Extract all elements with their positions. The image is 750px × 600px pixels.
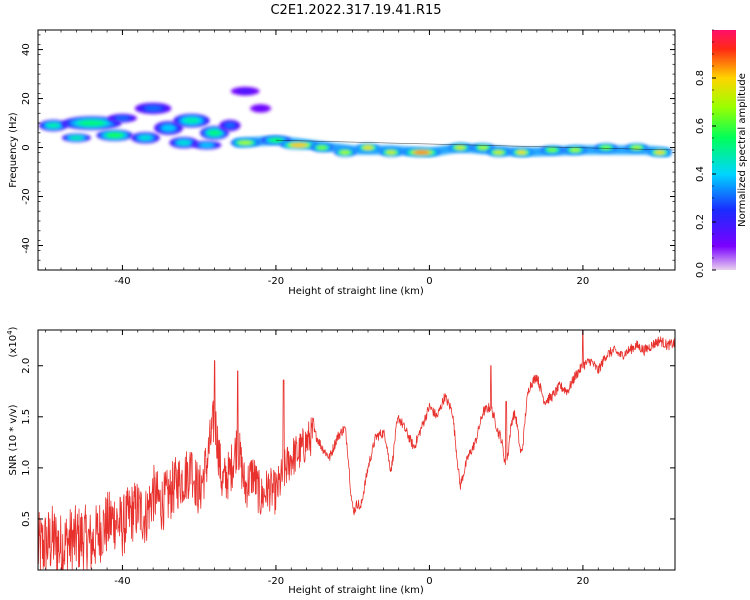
spectrogram-blob [200, 125, 229, 140]
spectrogram-blob [61, 116, 122, 130]
colorbar-label: Normalized spectral amplitude [737, 73, 748, 227]
spectrogram-blob [192, 140, 222, 150]
colorbar-tick-label: 0.0 [695, 262, 706, 278]
spectrogram-blob [173, 113, 210, 128]
spectrogram-blob [107, 113, 137, 123]
snr-x-ticks: -40 -20 0 20 [45, 330, 676, 587]
snr-panel: -40 -20 0 20 0.5 1.0 1.5 2.0 Height of straigh… [6, 326, 676, 596]
snr-x-tick-label: -20 [268, 576, 284, 587]
snr-multiplier: (x104) [6, 326, 19, 357]
spectrogram-blob [625, 143, 648, 153]
colorbar-tick-label: 0.6 [695, 118, 706, 134]
colorbar-ticks: 0.0 0.2 0.4 0.6 0.8 [695, 29, 716, 278]
snr-x-tick-label: 20 [577, 576, 590, 587]
spectrogram-y-ticks: -40 -20 0 20 40 [21, 34, 675, 271]
spectrogram-blob [510, 148, 533, 157]
spectrogram-blob [449, 143, 471, 153]
spectrogram-blob [311, 143, 333, 153]
spectrogram-blob [541, 145, 563, 155]
spectrogram-blob [649, 148, 671, 157]
spectrogram-y-tick-label: 20 [21, 92, 32, 105]
colorbar: 0.0 0.2 0.4 0.6 0.8 Normalized spectral ampl… [695, 29, 748, 278]
spectrogram-blob [357, 143, 379, 153]
spectrogram-blob [230, 138, 260, 148]
colorbar-gradient [712, 30, 736, 270]
spectrogram-blob [38, 119, 68, 132]
spectrogram-y-tick-label: 0 [21, 144, 32, 150]
spectrogram-x-tick-label: 20 [577, 276, 590, 287]
snr-x-tick-label: -40 [114, 576, 130, 587]
snr-y-ticks: 0.5 1.0 1.5 2.0 [21, 358, 675, 527]
spectrogram-blob [134, 102, 172, 115]
snr-y-tick-label: 1.0 [21, 460, 32, 476]
spectrogram-blob [154, 121, 183, 135]
spectrogram-y-tick-label: 40 [21, 43, 32, 56]
figure-title: C2E1.2022.317.19.41.R15 [270, 3, 441, 18]
spectrogram-y-tick-label: -20 [21, 188, 32, 204]
colorbar-tick-label: 0.8 [695, 70, 706, 86]
spectrogram-x-tick-label: -20 [268, 276, 284, 287]
snr-series-line [38, 330, 675, 570]
spectrogram-blob [280, 140, 318, 150]
spectrogram-blob [403, 148, 441, 157]
spectrogram-blob [249, 104, 272, 113]
spectrogram-xlabel: Height of straight line (km) [288, 286, 424, 297]
spectrogram-blob [564, 145, 586, 155]
snr-y-tick-label: 2.0 [21, 358, 32, 374]
snr-x-tick-label: 0 [426, 576, 432, 587]
snr-xlabel: Height of straight line (km) [288, 585, 424, 596]
spectrogram-x-tick-label: 0 [426, 276, 432, 287]
spectrogram-ylabel: Frequency (Hz) [8, 112, 19, 188]
colorbar-tick-label: 0.2 [695, 214, 706, 230]
spectrogram-blob [61, 133, 91, 143]
spectrogram-blob [334, 148, 356, 157]
spectrogram-blob [219, 119, 241, 132]
spectrogram-panel: -40 -20 0 20 -40 -20 0 20 40 Height of straight… [8, 29, 676, 297]
spectrogram-y-tick-label: -40 [21, 237, 32, 253]
spectrogram-blob [595, 143, 617, 153]
spectrogram-blob [169, 137, 199, 149]
spectrogram-blob [230, 86, 260, 96]
spectrogram-heatmap [38, 86, 675, 157]
snr-frame [37, 329, 676, 571]
snr-ylabel: SNR (10 * v/v) [8, 404, 19, 475]
spectrogram-blob [487, 148, 510, 157]
snr-y-tick-label: 0.5 [21, 511, 32, 527]
spectrogram-blob [96, 129, 133, 141]
spectrogram-frame [37, 29, 676, 271]
spectrogram-blob [130, 132, 160, 144]
snr-y-tick-label: 1.5 [21, 409, 32, 425]
spectrogram-blob [380, 148, 402, 157]
spectrogram-x-tick-label: -40 [114, 276, 130, 287]
spectrogram-ridge-line [275, 139, 675, 151]
colorbar-tick-label: 0.4 [695, 166, 706, 182]
spectrogram-x-ticks: -40 -20 0 20 [45, 30, 676, 287]
